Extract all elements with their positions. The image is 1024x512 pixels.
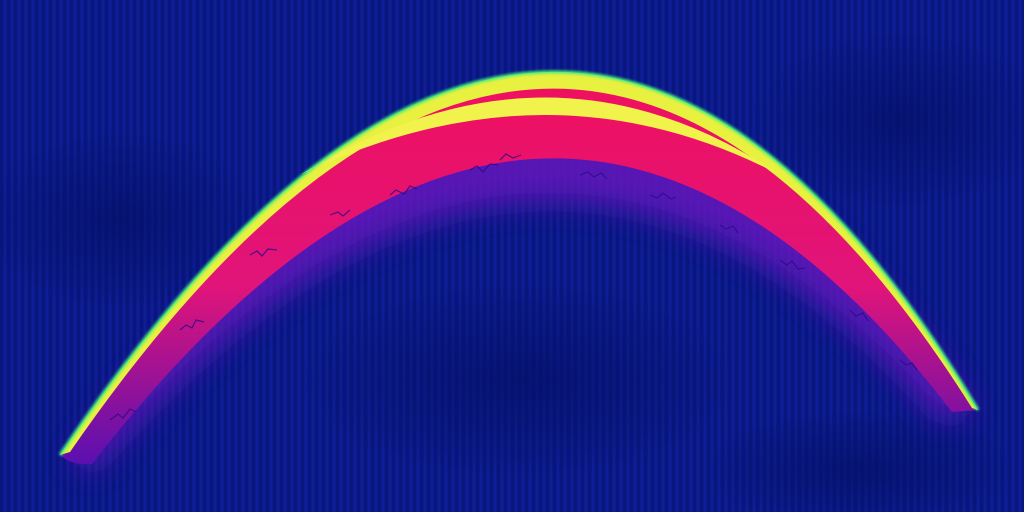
fiber	[179, 319, 205, 331]
shadow	[750, 30, 1024, 210]
fiber	[779, 259, 806, 270]
tissue-layer	[60, 71, 978, 465]
fiber	[899, 359, 918, 371]
shadow	[700, 410, 1020, 512]
fiber	[249, 248, 278, 257]
surface-edge	[58, 70, 980, 456]
fiber	[329, 209, 351, 217]
fiber	[849, 309, 869, 322]
shadow	[300, 280, 740, 480]
fibers	[109, 153, 918, 421]
fiber	[109, 408, 137, 421]
fiber	[579, 171, 608, 180]
surface-layer	[300, 97, 780, 175]
shadow	[0, 130, 260, 310]
fiber	[469, 163, 499, 173]
fiber	[719, 224, 739, 234]
fiber	[389, 185, 418, 196]
fiber	[499, 153, 522, 161]
fiber	[649, 192, 677, 200]
